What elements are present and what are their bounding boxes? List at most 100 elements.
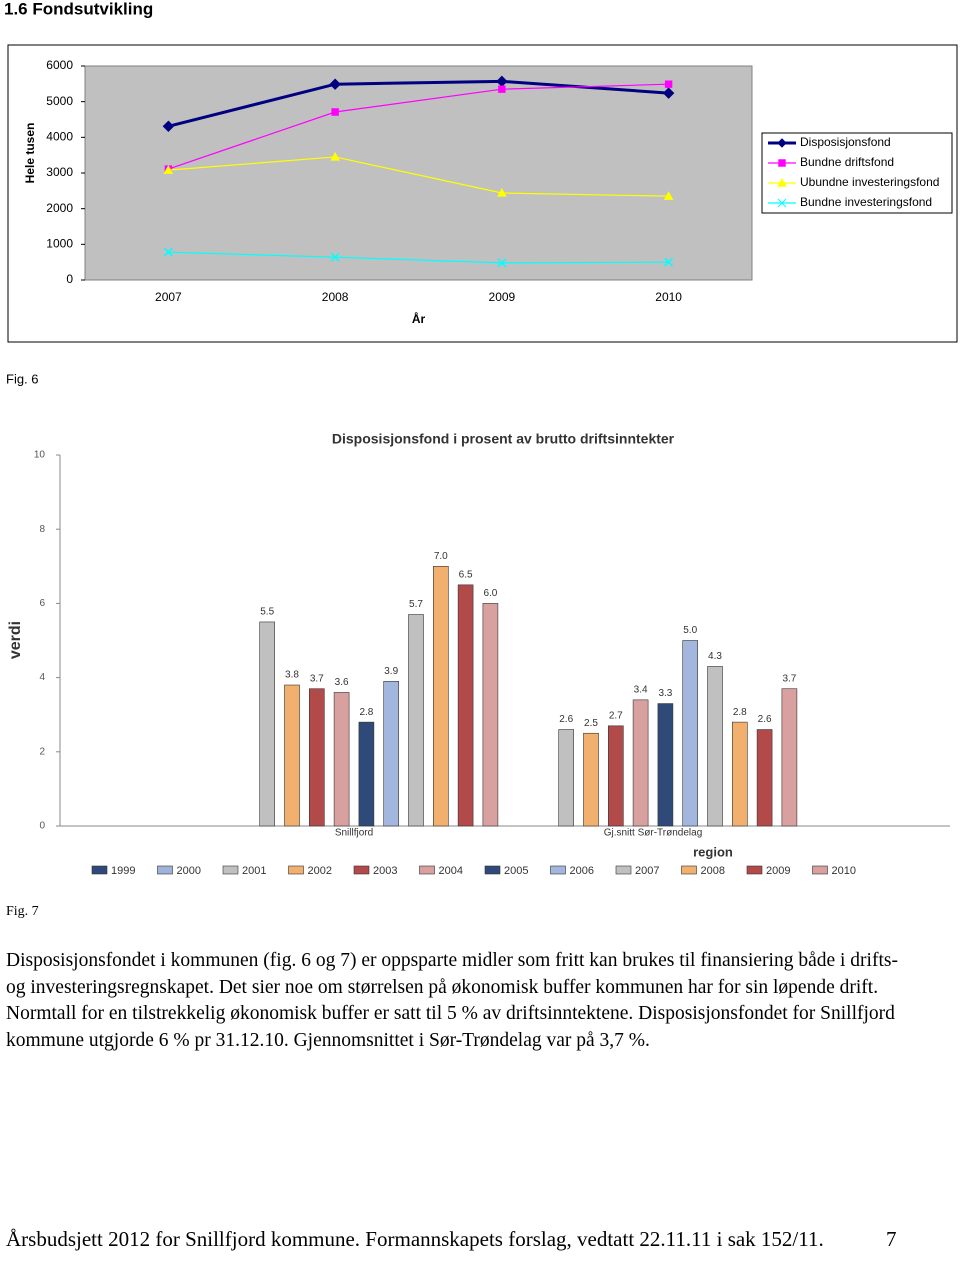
marker [331,108,339,116]
x-tick-label: Gj.snitt Sør-Trøndelag [604,828,703,839]
value-label: 2.6 [559,714,573,725]
legend-swatch [615,865,632,875]
x-tick-label: 2010 [655,290,682,304]
marker [662,87,675,99]
marker [329,78,341,90]
bar [731,721,748,827]
y-tick-label: 3000 [46,165,73,179]
marker [498,85,506,93]
legend-swatch [353,865,370,875]
marker [330,151,340,161]
legend-label: Bundne driftsfond [800,155,894,169]
legend-label: 2000 [177,865,201,877]
value-label: 2.7 [609,710,623,721]
marker [330,252,340,262]
value-label: 5.0 [683,625,697,636]
x-axis-label: År [412,311,426,326]
legend-label: 2001 [242,865,266,877]
y-tick-label: 0 [66,272,73,286]
bar [657,703,674,827]
marker [162,120,175,132]
marker [664,80,673,88]
bar [457,584,474,827]
value-label: 2.8 [359,707,373,718]
legend-swatch [681,865,697,875]
caption: Fig. 7 [6,904,39,919]
value-label: 3.4 [634,685,648,696]
legend-label: Bundne investeringsfond [800,195,932,209]
y-axis-label: Hele tusen [23,123,37,184]
value-label: 3.7 [782,673,796,684]
value-label: 7.0 [434,551,448,562]
bar [308,688,325,827]
bar [781,688,798,827]
legend-label: Disposisjonsfond [800,135,891,149]
value-label: 5.7 [409,599,423,610]
series-line [168,83,669,170]
value-label: 5.5 [260,607,274,618]
x-axis-label: region [693,844,733,859]
y-tick-label: 6 [39,598,45,609]
bar [259,621,276,827]
bar [707,666,723,827]
value-label: 3.7 [310,673,324,684]
legend-label: 2008 [701,865,725,877]
paragraph: Disposisjonsfondet i kommunen (fig. 6 og… [6,950,898,1051]
bar [632,699,649,827]
legend-label: 1999 [111,865,135,877]
bar [558,729,575,827]
value-label: 2.6 [758,714,772,725]
legend-marker [777,138,787,148]
marker [163,165,174,174]
bar [383,681,400,827]
legend-box [761,132,953,214]
y-tick-label: 2 [39,746,45,757]
y-tick-label: 5000 [46,94,73,108]
legend-marker [777,177,787,187]
bar [607,725,624,827]
legend-swatch [288,865,304,875]
marker [663,191,674,200]
y-tick-label: 4 [39,672,45,683]
value-label: 2.8 [733,707,747,718]
legend-label: Ubundne investeringsfond [800,175,939,189]
marker [664,257,674,267]
bar [482,603,499,827]
page-number: 7 [886,1227,897,1251]
y-tick-label: 8 [39,524,45,535]
plot-area [84,65,753,281]
legend-marker [778,159,786,167]
bar [408,614,424,827]
legend-swatch [419,865,435,875]
legend-label: 2005 [504,865,528,877]
value-label: 3.3 [658,688,672,699]
marker [163,247,173,257]
legend-marker [777,198,787,208]
legend-swatch [484,865,501,875]
value-label: 4.3 [708,651,722,662]
legend-swatch [550,865,566,875]
heading: 1.6 Fondsutvikling [4,0,153,18]
y-tick-label: 0 [39,821,45,832]
y-tick-label: 6000 [46,58,73,72]
marker [497,187,507,197]
legend-swatch [812,865,828,875]
x-tick-label: 2008 [322,290,349,304]
x-tick-label: 2009 [489,290,516,304]
legend-label: 2006 [570,865,594,877]
legend-label: 2004 [439,865,463,877]
series-line [168,251,669,264]
legend-label: 2009 [766,865,790,877]
y-tick-label: 4000 [46,130,73,144]
value-label: 6.5 [459,569,473,580]
bar [284,684,300,827]
value-label: 3.9 [384,666,398,677]
caption: Fig. 6 [6,371,39,386]
x-tick-label: 2007 [155,290,182,304]
legend-swatch [222,865,239,875]
legend-swatch [157,865,173,875]
marker [497,258,507,268]
value-label: 3.8 [285,670,299,681]
legend-label: 2002 [308,865,332,877]
